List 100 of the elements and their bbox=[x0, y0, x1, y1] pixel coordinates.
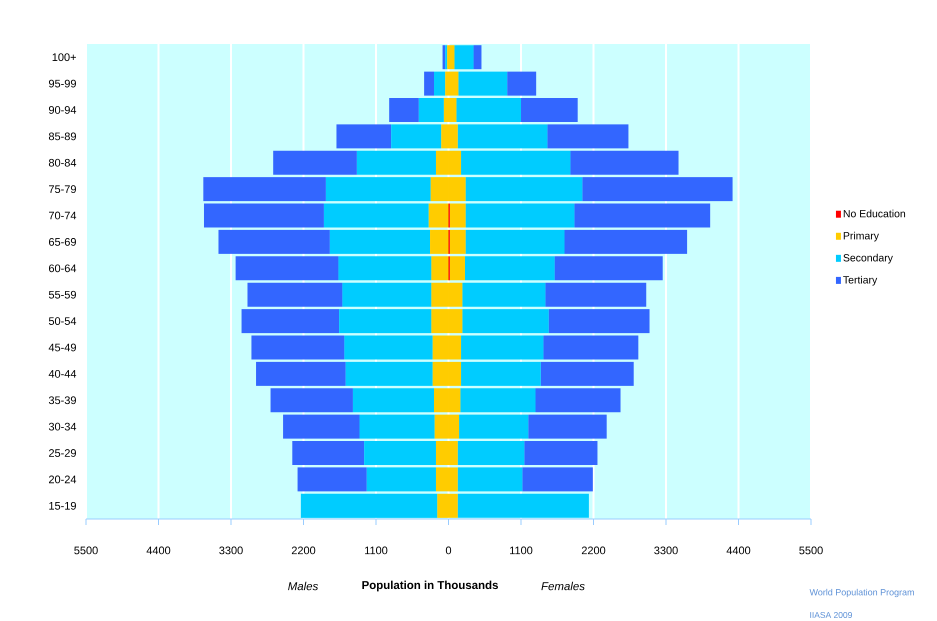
bar bbox=[270, 388, 353, 412]
bar bbox=[521, 98, 578, 122]
bar bbox=[442, 45, 446, 70]
bar bbox=[528, 414, 607, 439]
y-tick-label: 35-39 bbox=[48, 396, 76, 404]
bar bbox=[339, 309, 432, 334]
y-tick-label: 75-79 bbox=[49, 185, 76, 194]
legend-label: Tertiary bbox=[843, 276, 878, 286]
y-tick-label: 30-34 bbox=[48, 422, 76, 431]
bar bbox=[247, 282, 342, 307]
x-tick-label: 2200 bbox=[292, 546, 316, 554]
bar bbox=[336, 124, 392, 148]
bar bbox=[461, 362, 541, 386]
bar bbox=[342, 282, 432, 307]
x-tick-label: 5500 bbox=[74, 546, 98, 554]
text: Males bbox=[288, 582, 318, 590]
bar bbox=[338, 256, 432, 280]
bar bbox=[203, 177, 326, 202]
bar bbox=[256, 362, 346, 386]
bar bbox=[330, 230, 430, 254]
bar bbox=[391, 124, 442, 148]
bar bbox=[454, 45, 474, 70]
bar bbox=[582, 177, 733, 202]
bar bbox=[545, 282, 646, 307]
bar bbox=[324, 204, 429, 228]
bar bbox=[283, 414, 360, 439]
bar bbox=[418, 98, 444, 122]
bar bbox=[554, 256, 663, 280]
bar bbox=[434, 72, 446, 96]
legend-label: Primary bbox=[844, 232, 879, 242]
bar bbox=[536, 388, 621, 412]
bar bbox=[389, 98, 419, 122]
y-tick-label: 25-29 bbox=[49, 449, 76, 457]
bar bbox=[574, 204, 710, 228]
bar bbox=[461, 335, 544, 360]
bar bbox=[466, 177, 582, 202]
bar bbox=[570, 150, 679, 175]
bar bbox=[448, 72, 458, 96]
bar bbox=[458, 124, 548, 148]
bar bbox=[300, 494, 438, 518]
x-tick-label: 3300 bbox=[654, 546, 678, 554]
bar bbox=[540, 362, 634, 386]
bar bbox=[448, 45, 454, 70]
bar bbox=[458, 441, 524, 466]
y-tick-label: 85-89 bbox=[48, 132, 76, 140]
bar bbox=[458, 467, 522, 492]
bar bbox=[564, 230, 688, 254]
bar bbox=[466, 230, 565, 254]
bar bbox=[204, 204, 324, 228]
text: World Population Program bbox=[810, 588, 914, 598]
legend-label: No Education bbox=[844, 210, 906, 218]
x-tick-label: 2200 bbox=[582, 546, 606, 554]
y-tick-label: 45-49 bbox=[48, 344, 76, 352]
y-tick-label: 65-69 bbox=[49, 238, 76, 246]
bar bbox=[524, 441, 598, 466]
bar bbox=[344, 335, 433, 360]
y-tick-label: 50-54 bbox=[48, 317, 76, 325]
x-tick-label: 1100 bbox=[510, 546, 532, 554]
bar bbox=[458, 72, 508, 96]
x-axis-title: Population in Thousands bbox=[362, 580, 498, 592]
bar bbox=[548, 309, 650, 334]
bar bbox=[460, 388, 536, 412]
y-tick-label: 80-84 bbox=[48, 158, 76, 167]
x-tick-label: 0 bbox=[446, 546, 452, 554]
y-tick-label: 95-99 bbox=[48, 80, 76, 88]
bar bbox=[547, 124, 628, 148]
bar bbox=[522, 467, 593, 492]
bar bbox=[461, 150, 570, 175]
y-tick-label: 40-44 bbox=[48, 370, 76, 378]
bar bbox=[326, 177, 431, 202]
bar bbox=[360, 414, 435, 439]
text: Females bbox=[541, 582, 585, 590]
bar bbox=[456, 98, 522, 122]
bar bbox=[459, 414, 528, 439]
y-tick-label: 15-19 bbox=[49, 502, 76, 510]
x-tick-label: 1100 bbox=[365, 546, 388, 554]
bar bbox=[474, 45, 482, 70]
bar bbox=[236, 256, 338, 280]
y-tick-label: 100+ bbox=[52, 53, 76, 62]
y-tick-label: 90-94 bbox=[48, 106, 76, 114]
bar bbox=[352, 388, 434, 412]
bar bbox=[364, 441, 436, 466]
x-tick-label: 3300 bbox=[219, 546, 243, 554]
text: IIASA 2009 bbox=[810, 612, 852, 618]
bar bbox=[464, 256, 555, 280]
bar bbox=[356, 150, 436, 175]
bar bbox=[462, 282, 546, 307]
x-tick-label: 4400 bbox=[146, 546, 170, 554]
bar bbox=[424, 72, 434, 96]
y-tick-label: 60-64 bbox=[49, 264, 76, 272]
bar bbox=[251, 335, 344, 360]
bar bbox=[543, 335, 638, 360]
bar bbox=[466, 204, 574, 228]
legend-label: Secondary bbox=[843, 254, 893, 264]
y-tick-label: 20-24 bbox=[49, 476, 76, 484]
bar bbox=[507, 72, 536, 96]
bar bbox=[218, 230, 330, 254]
x-tick-label: 5500 bbox=[799, 546, 823, 554]
bar bbox=[273, 150, 357, 175]
x-tick-label: 4400 bbox=[726, 546, 750, 554]
